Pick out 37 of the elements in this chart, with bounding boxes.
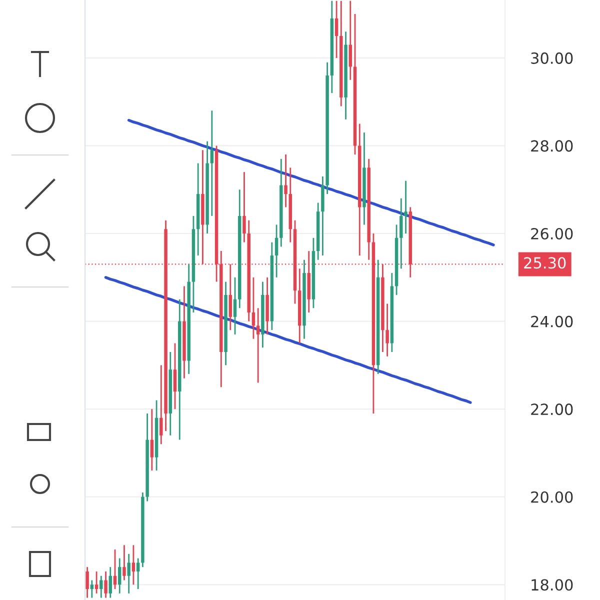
y-tick-label: 22.00 [531,404,573,416]
candlestick [284,154,288,208]
candlestick [334,0,338,59]
y-tick-label: 20.00 [531,491,573,503]
candlestick [386,303,389,358]
candlestick [348,0,352,81]
candlestick [127,553,130,594]
candlestick [132,544,136,586]
line-series [127,118,495,246]
candlestick [100,575,103,598]
line-series [104,276,472,404]
candlestick [256,307,260,384]
y-tick-label: 28.00 [531,140,573,152]
candlestick [210,110,214,217]
candlestick [108,566,112,598]
candlestick [404,180,408,234]
candlestick [150,408,154,472]
candlestick [90,580,94,598]
y-tick-label: 18.00 [532,579,573,591]
candlestick [86,566,89,598]
candlestick [233,276,237,336]
y-tick-label: 30.00 [531,52,573,64]
candlestick [136,558,140,590]
candlestick [242,171,246,243]
ref-line-label: 25.30 [524,257,566,269]
candlestick [160,364,163,445]
candlestick [274,224,278,278]
candlestick [400,198,403,270]
candlestick [122,544,126,581]
y-tick-label: 26.00 [531,228,573,240]
candlestick [104,570,108,598]
candlestick [113,548,117,590]
candlestick [118,558,122,594]
candlestick [94,570,98,594]
candlestick [173,342,177,410]
y-tick-label: 24.00 [531,316,573,328]
candlestick [252,276,256,340]
